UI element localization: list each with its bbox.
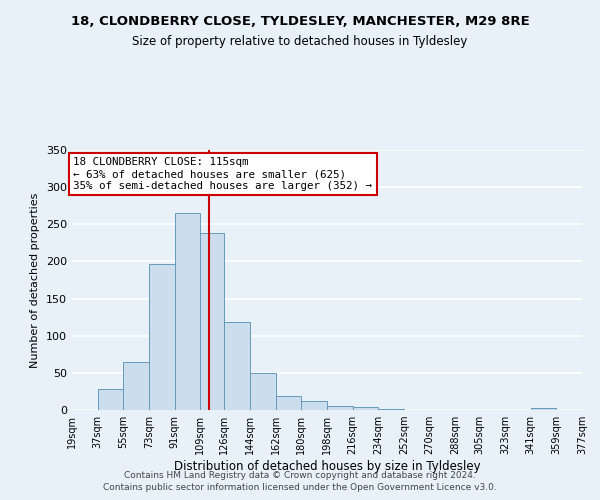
Text: Size of property relative to detached houses in Tyldesley: Size of property relative to detached ho…	[133, 35, 467, 48]
Bar	[98, 389, 123, 410]
Bar	[353, 407, 378, 410]
Y-axis label: Number of detached properties: Number of detached properties	[31, 192, 40, 368]
Bar	[149, 264, 175, 410]
Bar	[123, 362, 149, 410]
Bar	[531, 408, 556, 410]
Text: Contains public sector information licensed under the Open Government Licence v3: Contains public sector information licen…	[103, 484, 497, 492]
Bar	[378, 408, 404, 410]
Bar	[327, 406, 353, 410]
Bar	[301, 401, 327, 410]
Bar	[200, 233, 224, 410]
Text: 18, CLONDBERRY CLOSE, TYLDESLEY, MANCHESTER, M29 8RE: 18, CLONDBERRY CLOSE, TYLDESLEY, MANCHES…	[71, 15, 529, 28]
Bar	[224, 322, 250, 410]
Bar	[175, 213, 200, 410]
Bar	[250, 373, 276, 410]
Text: 18 CLONDBERRY CLOSE: 115sqm
← 63% of detached houses are smaller (625)
35% of se: 18 CLONDBERRY CLOSE: 115sqm ← 63% of det…	[73, 158, 373, 190]
X-axis label: Distribution of detached houses by size in Tyldesley: Distribution of detached houses by size …	[173, 460, 481, 473]
Bar	[276, 396, 301, 410]
Text: Contains HM Land Registry data © Crown copyright and database right 2024.: Contains HM Land Registry data © Crown c…	[124, 471, 476, 480]
